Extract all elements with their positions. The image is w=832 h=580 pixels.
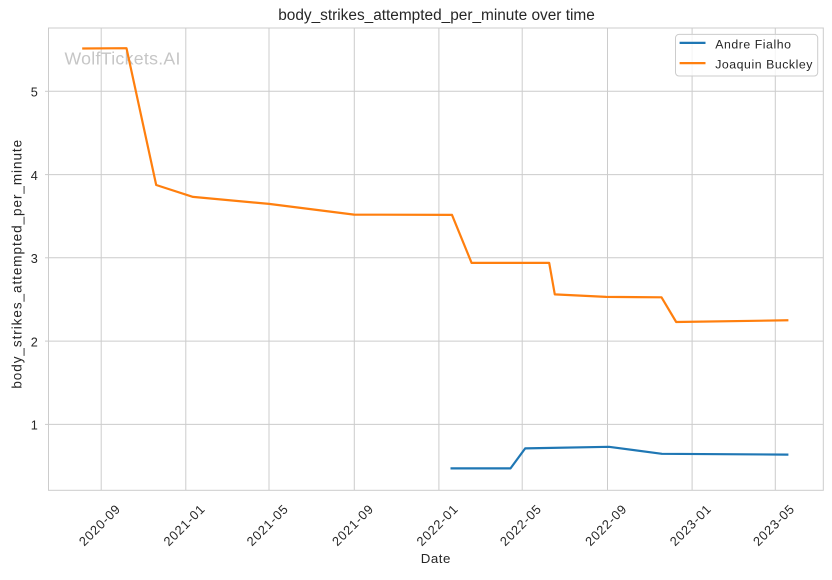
svg-text:body_strikes_attempted_per_min: body_strikes_attempted_per_minute xyxy=(10,139,25,389)
svg-text:WolfTickets.AI: WolfTickets.AI xyxy=(65,49,181,69)
svg-text:4: 4 xyxy=(31,169,38,183)
svg-text:Date: Date xyxy=(421,551,451,566)
svg-text:5: 5 xyxy=(31,86,38,100)
svg-text:2: 2 xyxy=(31,335,38,349)
svg-text:Andre Fialho: Andre Fialho xyxy=(715,37,791,51)
svg-text:Joaquin Buckley: Joaquin Buckley xyxy=(715,58,813,72)
svg-text:body_strikes_attempted_per_min: body_strikes_attempted_per_minute over t… xyxy=(278,7,595,24)
svg-text:1: 1 xyxy=(31,419,38,433)
svg-text:3: 3 xyxy=(31,252,38,266)
